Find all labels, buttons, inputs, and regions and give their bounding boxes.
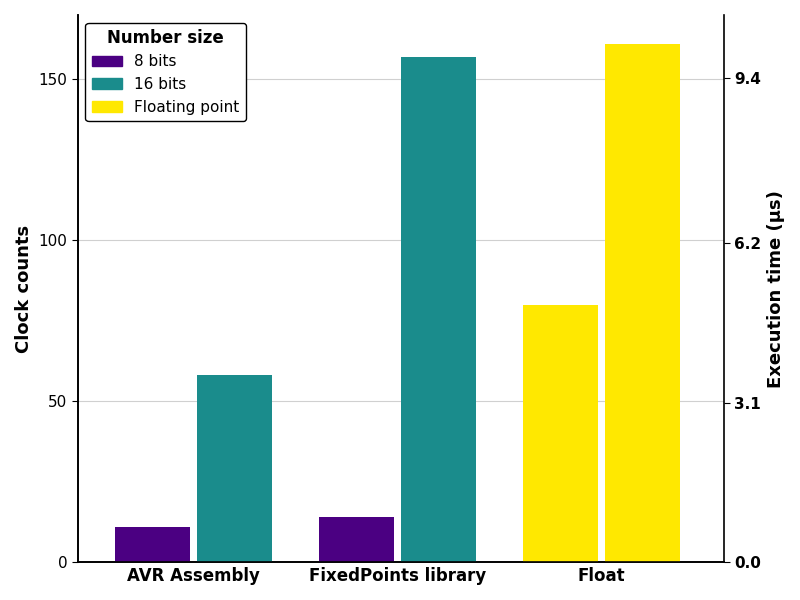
Bar <box>197 376 272 562</box>
Bar <box>605 44 680 562</box>
Bar <box>523 305 598 562</box>
Bar <box>319 517 394 562</box>
Bar <box>401 57 476 562</box>
Legend: 8 bits, 16 bits, Floating point: 8 bits, 16 bits, Floating point <box>86 23 246 121</box>
Bar <box>115 527 190 562</box>
Y-axis label: Execution time (µs): Execution time (µs) <box>767 190 785 388</box>
Y-axis label: Clock counts: Clock counts <box>15 224 33 353</box>
